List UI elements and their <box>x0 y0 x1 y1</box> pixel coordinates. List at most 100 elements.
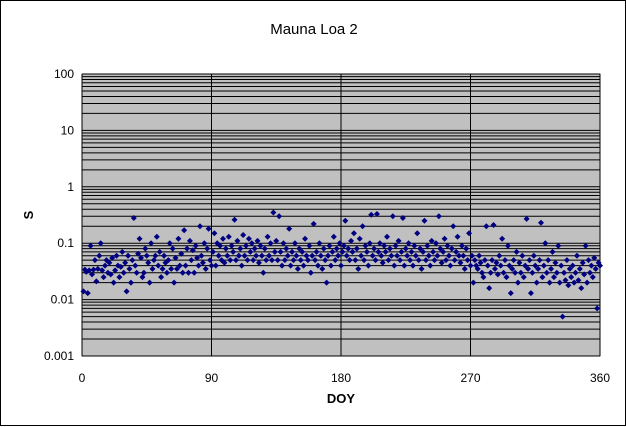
data-point <box>196 223 203 230</box>
data-point <box>201 240 208 247</box>
data-point <box>420 248 427 255</box>
data-point <box>271 248 278 255</box>
data-point <box>345 245 352 252</box>
data-point <box>169 245 176 252</box>
data-point <box>163 269 170 276</box>
data-point <box>507 290 514 297</box>
data-point <box>392 242 399 249</box>
data-point <box>350 230 357 237</box>
data-point <box>208 262 215 269</box>
data-point <box>306 242 313 249</box>
data-point <box>327 262 334 269</box>
data-point <box>411 242 418 249</box>
data-point <box>494 271 501 278</box>
data-point <box>415 257 422 264</box>
data-point <box>568 274 575 281</box>
data-point <box>142 245 149 252</box>
data-point <box>437 245 444 252</box>
data-point <box>405 240 412 247</box>
data-point <box>490 222 497 229</box>
data-point <box>348 237 355 244</box>
data-point <box>209 248 216 255</box>
data-point <box>293 252 300 259</box>
data-point <box>313 248 320 255</box>
data-point <box>280 240 287 247</box>
data-point <box>499 235 506 242</box>
data-point <box>178 250 185 257</box>
data-point <box>332 257 339 264</box>
data-point <box>342 217 349 224</box>
data-point <box>325 252 332 259</box>
data-point <box>333 245 340 252</box>
data-point <box>123 288 130 295</box>
data-point <box>277 248 284 255</box>
data-point <box>243 242 250 249</box>
data-point <box>303 252 310 259</box>
data-point <box>176 262 183 269</box>
data-point <box>224 252 231 259</box>
data-point <box>135 250 142 257</box>
data-point <box>467 262 474 269</box>
data-point <box>281 257 288 264</box>
data-point <box>286 225 293 232</box>
data-point <box>146 279 153 286</box>
data-point <box>489 257 496 264</box>
data-point <box>533 279 540 286</box>
data-point <box>535 265 542 272</box>
data-point <box>461 265 468 272</box>
data-point <box>240 231 247 238</box>
data-point <box>571 279 578 286</box>
data-point <box>84 290 91 297</box>
data-point <box>440 248 447 255</box>
x-tick-label: 360 <box>590 371 610 385</box>
data-point <box>323 279 330 286</box>
data-point <box>486 285 493 292</box>
data-point <box>368 211 375 218</box>
data-point <box>497 262 504 269</box>
data-point <box>399 214 406 221</box>
data-point <box>584 279 591 286</box>
data-point <box>474 265 481 272</box>
data-point <box>211 230 218 237</box>
data-point <box>543 269 550 276</box>
data-point <box>227 257 234 264</box>
data-point <box>468 252 475 259</box>
data-point <box>245 235 252 242</box>
data-point <box>132 262 139 269</box>
data-point <box>572 269 579 276</box>
data-point <box>588 262 595 269</box>
data-point <box>106 259 113 266</box>
data-point <box>166 240 173 247</box>
data-point <box>408 248 415 255</box>
data-point <box>372 257 379 264</box>
data-point <box>447 262 454 269</box>
x-axis-label: DOY <box>327 391 356 406</box>
data-point <box>356 235 363 242</box>
data-point <box>517 269 524 276</box>
data-point <box>409 262 416 269</box>
y-axis-label: S <box>21 210 36 219</box>
data-point <box>126 265 133 272</box>
data-point <box>338 262 344 269</box>
data-point <box>266 252 273 259</box>
data-point <box>463 245 470 252</box>
data-point <box>496 252 503 259</box>
x-tick-label: 270 <box>460 371 480 385</box>
data-point <box>381 242 388 249</box>
data-point <box>220 235 227 242</box>
data-point <box>122 259 129 266</box>
data-point <box>195 262 202 269</box>
data-point <box>422 257 429 264</box>
data-point <box>153 233 160 240</box>
y-tick-label: 0.1 <box>57 236 74 250</box>
data-point <box>291 240 298 247</box>
data-point <box>270 209 277 216</box>
data-point <box>145 259 152 266</box>
data-point <box>532 262 539 269</box>
data-point <box>562 277 569 284</box>
data-point <box>526 257 533 264</box>
data-point <box>300 262 307 269</box>
data-point <box>205 225 212 232</box>
data-point <box>237 245 244 252</box>
